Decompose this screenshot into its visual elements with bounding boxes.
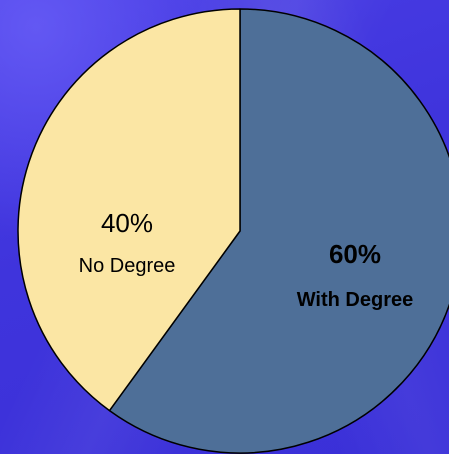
pie-slice-with-degree <box>108 8 449 454</box>
pie-slice-no-degree <box>17 8 241 412</box>
slice-label-no-degree: No Degree <box>79 255 176 277</box>
slice-label-with-degree: With Degree <box>297 289 414 311</box>
slice-percent-with-degree: 60% <box>329 239 381 269</box>
slice-percent-no-degree: 40% <box>101 208 153 238</box>
